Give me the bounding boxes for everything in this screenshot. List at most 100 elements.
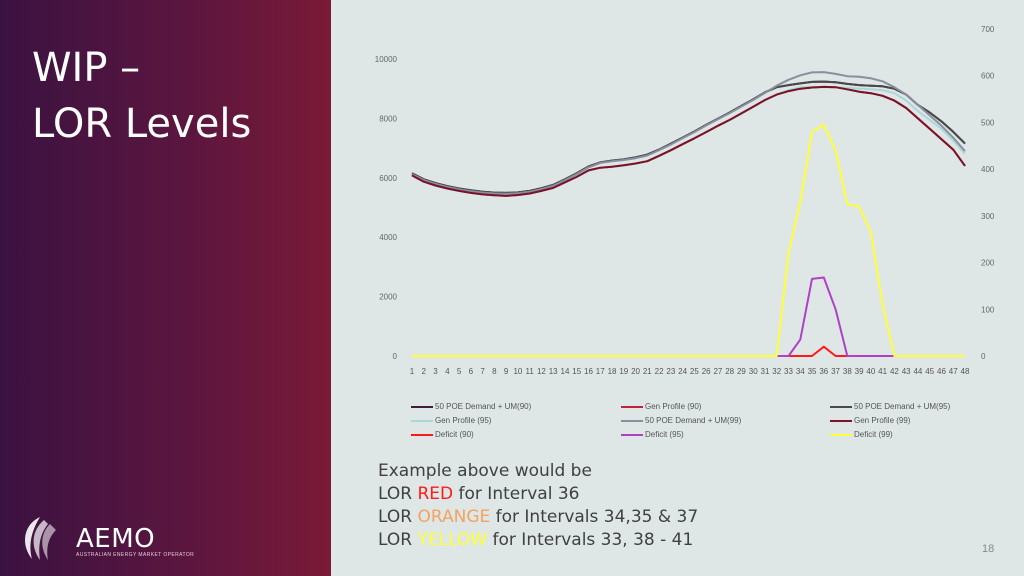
right-tick-label: 200 — [981, 259, 995, 268]
x-tick-label: 22 — [655, 367, 664, 376]
legend-swatch — [830, 405, 852, 408]
x-tick-label: 45 — [925, 367, 934, 376]
x-tick-label: 3 — [433, 367, 438, 376]
left-tick-label: 8000 — [379, 114, 397, 123]
lor-chart: 0 2000 4000 6000 8000 10000 0 100 200 300 400 500 6… — [375, 25, 995, 376]
legend-item: Deficit (90) — [411, 430, 474, 444]
legend-label: 50 POE Demand + UM(95) — [854, 402, 951, 411]
series-layer — [411, 71, 966, 357]
legend-item: Deficit (95) — [621, 430, 684, 444]
legend-swatch — [621, 433, 643, 436]
legend-swatch — [830, 433, 852, 436]
x-tick-label: 28 — [725, 367, 734, 376]
x-tick-label: 43 — [902, 367, 911, 376]
x-tick-label: 36 — [819, 367, 828, 376]
x-tick-label: 15 — [572, 367, 581, 376]
x-tick-label: 20 — [631, 367, 640, 376]
x-tick-label: 17 — [596, 367, 605, 376]
right-tick-label: 0 — [981, 352, 986, 361]
note-line2-suffix: for Interval 36 — [453, 484, 580, 504]
x-tick-label: 35 — [808, 367, 817, 376]
x-tick-label: 2 — [422, 367, 427, 376]
x-tick-label: 27 — [713, 367, 722, 376]
legend-label: Gen Profile (95) — [435, 416, 492, 425]
legend-swatch — [830, 419, 852, 422]
x-tick-label: 7 — [480, 367, 485, 376]
note-line4: LOR YELLOW for Intervals 33, 38 - 41 — [378, 529, 698, 552]
x-tick-label: 34 — [796, 367, 805, 376]
logo-tagline: AUSTRALIAN ENERGY MARKET OPERATOR — [76, 552, 195, 558]
x-tick-label: 12 — [537, 367, 546, 376]
x-tick-label: 16 — [584, 367, 593, 376]
x-tick-label: 30 — [749, 367, 758, 376]
legend-swatch — [411, 433, 433, 436]
x-tick-label: 8 — [492, 367, 497, 376]
legend-label: Deficit (95) — [645, 430, 684, 439]
slide-title-line1: WIP – — [32, 45, 141, 91]
x-tick-label: 24 — [678, 367, 687, 376]
right-tick-label: 500 — [981, 118, 995, 127]
title-panel — [0, 0, 331, 576]
right-tick-label: 300 — [981, 212, 995, 221]
series-line-0 — [411, 80, 966, 194]
note-level-red: RED — [417, 484, 454, 504]
note-level-yellow: YELLOW — [417, 530, 488, 550]
slide-title: WIP – LOR Levels — [32, 40, 251, 152]
logo-wordmark: AEMO — [76, 524, 156, 554]
x-tick-label: 41 — [878, 367, 887, 376]
x-tick-label: 32 — [772, 367, 781, 376]
legend-swatch — [411, 419, 433, 422]
x-tick-label: 18 — [608, 367, 617, 376]
series-line-7 — [412, 276, 965, 357]
note-line2: LOR RED for Interval 36 — [378, 483, 698, 506]
note-line4-suffix: for Intervals 33, 38 - 41 — [487, 530, 694, 550]
right-axis: 0 100 200 300 400 500 600 700 — [981, 25, 995, 361]
note-line1: Example above would be — [378, 461, 592, 481]
legend-label: Deficit (90) — [435, 430, 474, 439]
legend-swatch — [621, 419, 643, 422]
x-tick-label: 5 — [457, 367, 462, 376]
note-line3-prefix: LOR — [378, 507, 418, 527]
legend-label: Gen Profile (90) — [645, 402, 702, 411]
x-tick-label: 42 — [890, 367, 899, 376]
note-line3-suffix: for Intervals 34,35 & 37 — [490, 507, 699, 527]
right-tick-label: 100 — [981, 305, 995, 314]
x-tick-label: 6 — [469, 367, 474, 376]
legend-item: Gen Profile (95) — [411, 416, 491, 430]
left-tick-label: 10000 — [375, 55, 398, 64]
right-tick-label: 700 — [981, 25, 995, 34]
slide-title-line2: LOR Levels — [32, 101, 252, 147]
legend-swatch — [411, 405, 433, 408]
note-line4-prefix: LOR — [378, 530, 418, 550]
legend-item: 50 POE Demand + UM(90) — [411, 402, 531, 416]
right-tick-label: 600 — [981, 72, 995, 81]
x-tick-label: 9 — [504, 367, 509, 376]
chart-legend: 50 POE Demand + UM(90) Gen Profile (90) 50… — [411, 402, 1011, 446]
x-tick-label: 10 — [513, 367, 522, 376]
left-axis: 0 2000 4000 6000 8000 10000 — [375, 55, 398, 361]
x-tick-label: 46 — [937, 367, 946, 376]
x-tick-label: 21 — [643, 367, 652, 376]
x-tick-label: 38 — [843, 367, 852, 376]
legend-label: Gen Profile (99) — [854, 416, 911, 425]
aemo-swirl-icon — [25, 517, 56, 560]
x-tick-label: 19 — [619, 367, 628, 376]
legend-label: 50 POE Demand + UM(90) — [435, 402, 532, 411]
note-level-orange: ORANGE — [417, 507, 491, 527]
legend-item: 50 POE Demand + UM(95) — [830, 402, 950, 416]
x-tick-label: 47 — [949, 367, 958, 376]
legend-label: 50 POE Demand + UM(99) — [645, 416, 742, 425]
aemo-logo: AEMO AUSTRALIAN ENERGY MARKET OPERATOR — [18, 514, 194, 564]
legend-item: Deficit (99) — [830, 430, 893, 444]
note-line3: LOR ORANGE for Intervals 34,35 & 37 — [378, 506, 698, 529]
x-tick-label: 11 — [526, 367, 535, 376]
x-tick-label: 29 — [737, 367, 746, 376]
right-tick-label: 400 — [981, 165, 995, 174]
x-tick-label: 26 — [702, 367, 711, 376]
x-tick-label: 13 — [549, 367, 558, 376]
left-tick-label: 4000 — [379, 233, 397, 242]
x-tick-label: 14 — [561, 367, 570, 376]
x-tick-label: 4 — [445, 367, 450, 376]
x-tick-label: 44 — [913, 367, 922, 376]
series-line-6 — [412, 345, 965, 357]
